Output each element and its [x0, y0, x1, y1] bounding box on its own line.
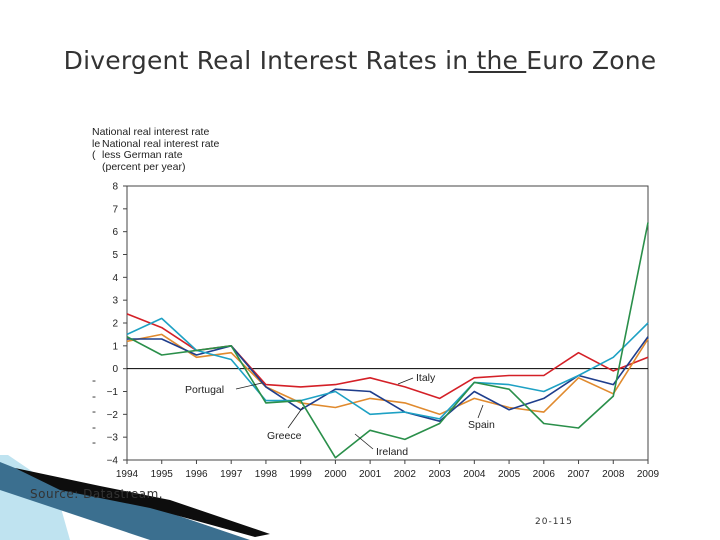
y-tick-label: 7	[112, 204, 118, 215]
x-tick-label: 2003	[428, 469, 451, 480]
series-line-ireland	[126, 222, 649, 459]
y-axis-label-line-3: (percent per year)	[102, 160, 186, 173]
chart-annotations: Italy Portugal Greece Spain Ireland	[185, 372, 495, 458]
annotation-label-italy: Italy	[416, 372, 436, 384]
x-tick-label: 2006	[533, 469, 556, 480]
x-tick-label: 1999	[290, 469, 313, 480]
chart-axes: −4 −3 −2 −1 0 1 2 3 4 5 6 7 8 1994 1995 1996 1997 1998 199…	[107, 182, 660, 481]
x-tick-label: 2009	[637, 469, 660, 480]
corner-decoration	[0, 455, 270, 540]
y-axis-label-ghost-3: (	[92, 149, 96, 161]
x-tick-label: 2002	[394, 469, 417, 480]
title-part-1: Divergent Real Interest Rates in	[63, 46, 469, 75]
annotation-pointer	[287, 406, 304, 429]
y-axis-label-line-1-overlap: National real interest rate	[102, 137, 220, 150]
source-note: Source: Datastream.	[30, 487, 164, 501]
x-tick-label: 2007	[567, 469, 590, 480]
y-tick-label: −4	[107, 456, 119, 467]
y-tick-label: 0	[112, 364, 118, 375]
y-axis-label-line-2: less German rate	[102, 149, 183, 161]
bullet-dash: -	[92, 404, 96, 418]
annotation-pointer	[354, 433, 374, 450]
annotation-pointer	[235, 382, 263, 390]
y-axis-label-line-1: National real interest rate	[92, 126, 210, 138]
series-line-spain	[126, 317, 649, 420]
y-tick-label: −1	[107, 387, 119, 398]
stray-bullets: - - - - -	[92, 373, 96, 451]
x-tick-label: 1997	[220, 469, 243, 480]
x-tick-label: 1994	[116, 469, 139, 480]
annotation-label-portugal: Portugal	[185, 384, 224, 396]
y-tick-label: 1	[112, 341, 118, 352]
annotation-pointer	[477, 404, 484, 419]
y-tick-label: −2	[107, 410, 119, 421]
page-number: 20-115	[535, 517, 573, 527]
x-tick-label: 1996	[185, 469, 208, 480]
y-tick-label: 5	[112, 250, 118, 261]
x-tick-label: 2005	[498, 469, 521, 480]
x-tick-label: 2008	[602, 469, 625, 480]
x-tick-label: 1995	[151, 469, 174, 480]
y-tick-label: 2	[112, 319, 118, 330]
y-tick-label: 8	[112, 182, 118, 193]
annotation-label-ireland: Ireland	[376, 446, 408, 458]
chart-series	[126, 222, 649, 459]
bullet-dash: -	[92, 419, 96, 434]
annotation-label-spain: Spain	[468, 419, 495, 431]
bullet-dash: -	[92, 388, 96, 403]
plot-frame	[126, 185, 649, 461]
decor-dark-stripe	[15, 468, 270, 537]
annotation-label-greece: Greece	[267, 430, 302, 442]
y-tick-label: 6	[112, 227, 118, 238]
series-line-greece	[127, 336, 649, 423]
title-underlined-word: the	[468, 46, 527, 75]
title-part-2: Euro Zone	[526, 46, 657, 75]
y-tick-label: 3	[112, 296, 118, 307]
slide-title: Divergent Real Interest Rates in the Eur…	[0, 46, 720, 75]
y-axis-label-ghost-2: le	[92, 137, 101, 150]
annotation-pointer	[397, 377, 414, 385]
bullet-dash: -	[92, 435, 96, 449]
y-tick-label: 4	[112, 273, 118, 284]
y-axis-label: National real interest rate le National …	[92, 126, 220, 173]
bullet-dash: -	[92, 373, 96, 387]
x-tick-label: 1998	[255, 469, 278, 480]
x-tick-label: 2000	[324, 469, 347, 480]
y-tick-label: −3	[107, 433, 119, 444]
x-tick-label: 2001	[359, 469, 382, 480]
x-tick-label: 2004	[463, 469, 486, 480]
